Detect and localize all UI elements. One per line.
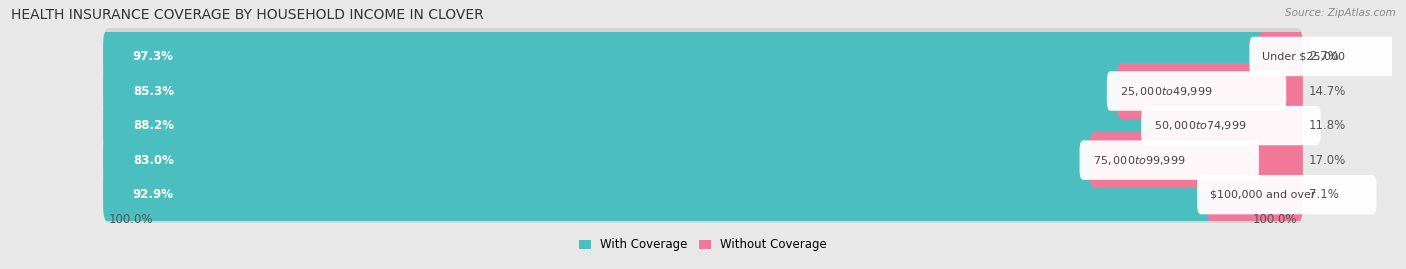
FancyBboxPatch shape <box>1107 71 1286 111</box>
FancyBboxPatch shape <box>1116 63 1303 119</box>
Text: 88.2%: 88.2% <box>132 119 174 132</box>
FancyBboxPatch shape <box>1090 132 1303 188</box>
Text: 100.0%: 100.0% <box>1253 213 1296 226</box>
FancyBboxPatch shape <box>103 132 1303 188</box>
FancyBboxPatch shape <box>103 167 1303 223</box>
FancyBboxPatch shape <box>1080 140 1258 180</box>
FancyBboxPatch shape <box>1142 106 1320 145</box>
Text: Source: ZipAtlas.com: Source: ZipAtlas.com <box>1285 8 1396 18</box>
FancyBboxPatch shape <box>103 29 1303 84</box>
Text: HEALTH INSURANCE COVERAGE BY HOUSEHOLD INCOME IN CLOVER: HEALTH INSURANCE COVERAGE BY HOUSEHOLD I… <box>11 8 484 22</box>
Text: 7.1%: 7.1% <box>1309 188 1339 201</box>
Text: $75,000 to $99,999: $75,000 to $99,999 <box>1092 154 1185 167</box>
FancyBboxPatch shape <box>103 29 1271 84</box>
FancyBboxPatch shape <box>1250 37 1406 76</box>
Text: $100,000 and over: $100,000 and over <box>1211 190 1316 200</box>
Text: $50,000 to $74,999: $50,000 to $74,999 <box>1154 119 1247 132</box>
Text: Under $25,000: Under $25,000 <box>1263 51 1346 61</box>
Text: $25,000 to $49,999: $25,000 to $49,999 <box>1121 84 1212 98</box>
Text: 100.0%: 100.0% <box>110 213 153 226</box>
FancyBboxPatch shape <box>1258 29 1303 84</box>
FancyBboxPatch shape <box>103 98 1163 154</box>
Text: 17.0%: 17.0% <box>1309 154 1346 167</box>
FancyBboxPatch shape <box>103 167 1219 223</box>
FancyBboxPatch shape <box>103 132 1101 188</box>
Text: 83.0%: 83.0% <box>132 154 174 167</box>
Legend: With Coverage, Without Coverage: With Coverage, Without Coverage <box>574 234 832 256</box>
FancyBboxPatch shape <box>1150 98 1303 154</box>
FancyBboxPatch shape <box>103 63 1303 119</box>
Text: 97.3%: 97.3% <box>132 50 174 63</box>
Text: 14.7%: 14.7% <box>1309 84 1346 98</box>
Text: 11.8%: 11.8% <box>1309 119 1346 132</box>
Text: 85.3%: 85.3% <box>132 84 174 98</box>
FancyBboxPatch shape <box>103 63 1128 119</box>
FancyBboxPatch shape <box>1206 167 1303 223</box>
FancyBboxPatch shape <box>103 98 1303 154</box>
Text: 2.7%: 2.7% <box>1309 50 1339 63</box>
Text: 92.9%: 92.9% <box>132 188 174 201</box>
FancyBboxPatch shape <box>1197 175 1376 214</box>
